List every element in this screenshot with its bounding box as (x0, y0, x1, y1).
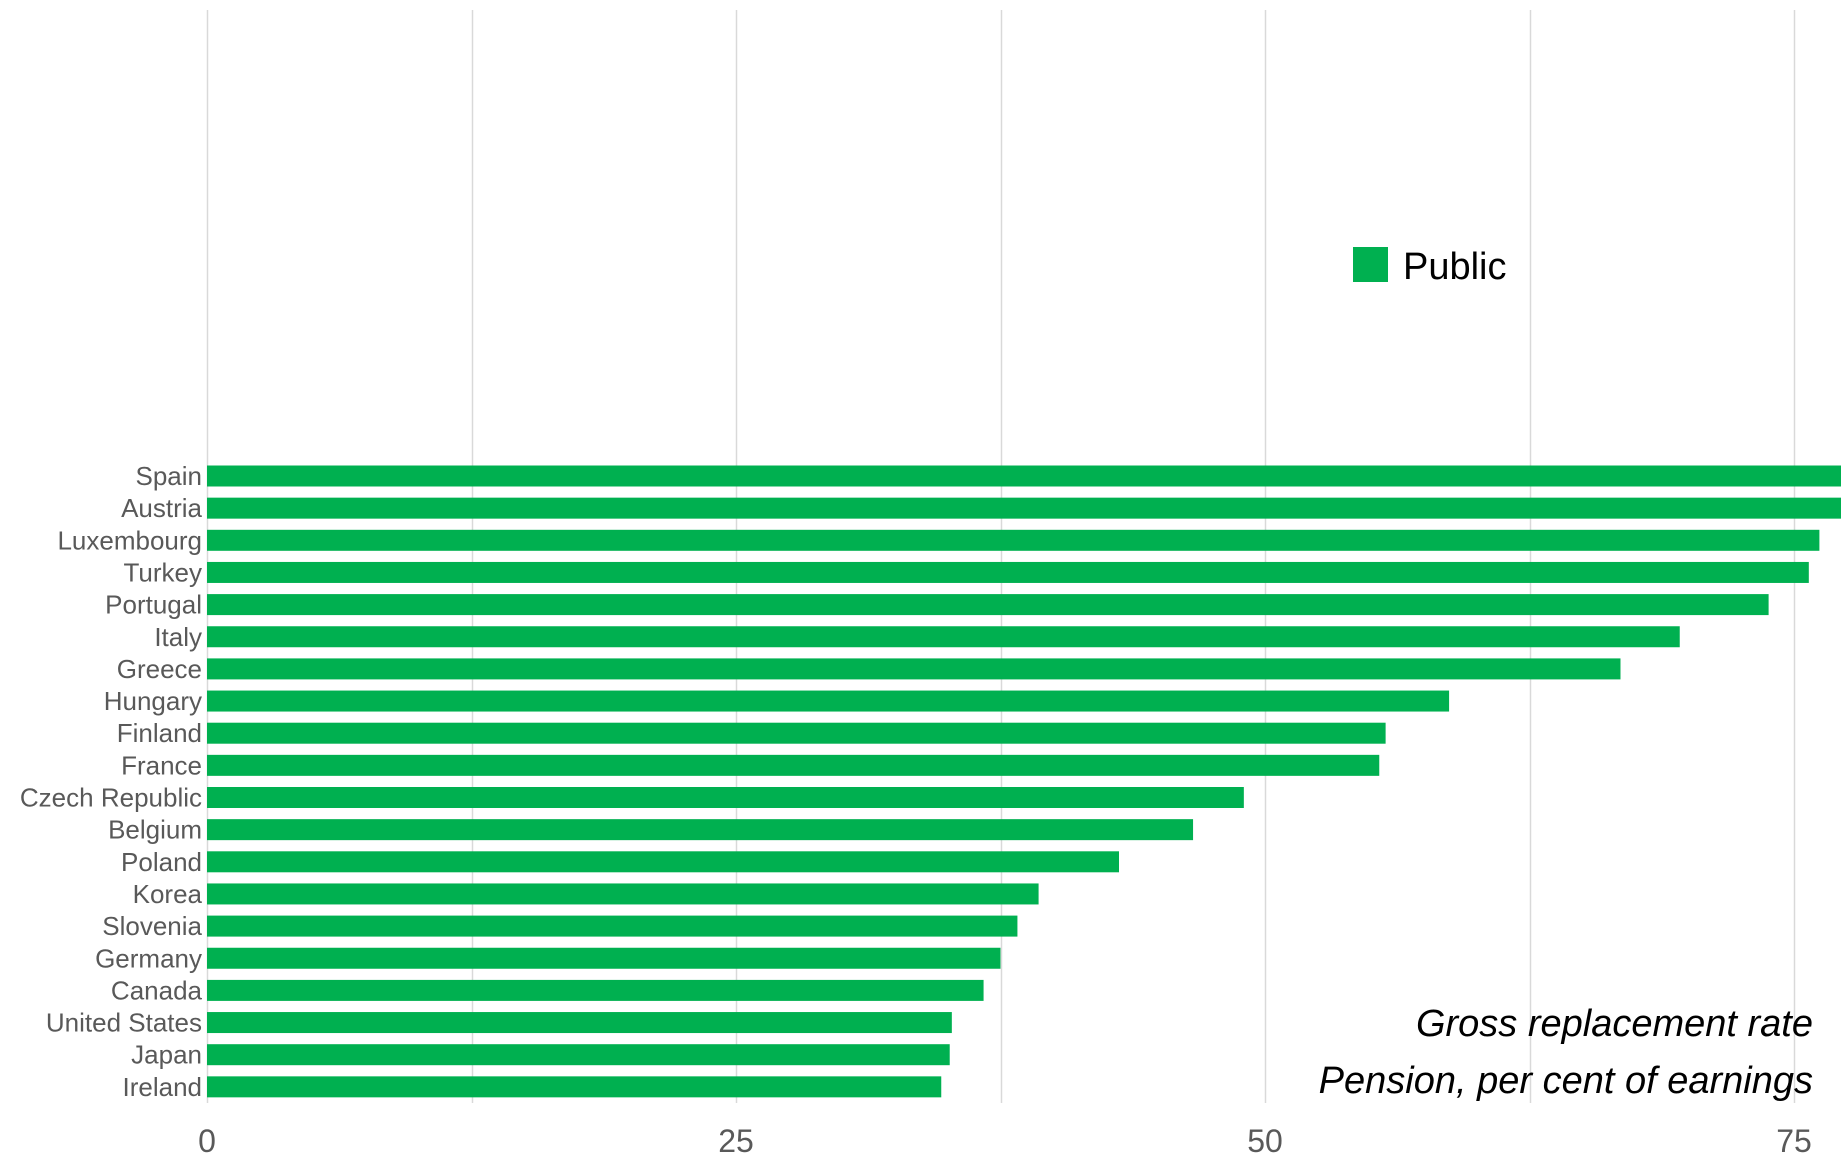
category-label: Luxembourg (57, 525, 202, 555)
bar (207, 626, 1680, 648)
bar (207, 465, 1841, 487)
gridlines (206, 10, 1796, 1103)
x-tick-label: 75 (1776, 1123, 1812, 1159)
category-label: Czech Republic (20, 783, 202, 813)
bar (207, 529, 1820, 551)
bars (207, 465, 1841, 1098)
category-label: Greece (117, 654, 202, 684)
bar (207, 915, 1018, 937)
annotation-line-1: Gross replacement rate (1416, 1003, 1813, 1045)
legend-label-public: Public (1403, 246, 1507, 288)
category-label: United States (46, 1008, 202, 1038)
x-tick-label: 50 (1247, 1123, 1283, 1159)
category-label: Italy (154, 622, 202, 652)
category-label: Belgium (108, 815, 202, 845)
x-tick-label: 25 (718, 1123, 754, 1159)
bar (207, 787, 1244, 808)
category-label: Hungary (104, 686, 202, 716)
category-label: Portugal (105, 590, 202, 620)
category-label: Japan (131, 1040, 202, 1070)
category-label: Austria (121, 493, 202, 523)
legend: Public (1353, 246, 1507, 288)
legend-swatch-public (1353, 247, 1388, 282)
chart-annotation: Gross replacement rate Pension, per cent… (1319, 1003, 1813, 1102)
category-labels: SpainAustriaLuxembourgTurkeyPortugalItal… (20, 461, 203, 1102)
bar (207, 754, 1380, 776)
bar (207, 1076, 942, 1098)
bar (207, 851, 1119, 873)
bar (207, 819, 1194, 841)
bar (207, 979, 984, 1001)
x-axis-tick-labels: 0 25 50 75 (198, 1123, 1812, 1159)
category-label: Slovenia (102, 911, 202, 941)
category-label: Germany (95, 943, 202, 973)
bar (207, 722, 1386, 744)
category-label: Korea (133, 879, 203, 909)
category-label: Canada (111, 975, 203, 1005)
bar (207, 690, 1450, 712)
x-tick-label: 0 (198, 1123, 216, 1159)
category-label: Finland (117, 718, 202, 748)
bar (207, 658, 1621, 680)
bar (207, 1044, 950, 1066)
category-label: Ireland (123, 1072, 203, 1102)
category-label: Spain (136, 461, 203, 491)
annotation-line-2: Pension, per cent of earnings (1319, 1060, 1813, 1102)
bar (207, 1012, 952, 1034)
category-label: France (121, 750, 202, 780)
category-label: Poland (121, 847, 202, 877)
bar (207, 497, 1841, 519)
bar (207, 883, 1039, 905)
bar (207, 947, 1001, 969)
bar (207, 594, 1769, 616)
category-label: Turkey (124, 557, 203, 587)
bar (207, 561, 1809, 583)
